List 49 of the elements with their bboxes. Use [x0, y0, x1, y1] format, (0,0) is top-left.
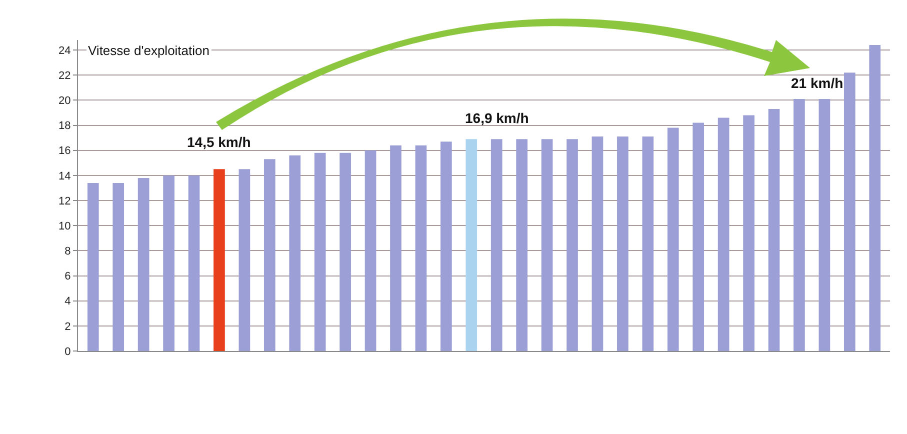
y-tick-label: 24: [58, 44, 71, 57]
y-tick-label: 0: [64, 346, 71, 358]
bar: [466, 139, 478, 351]
bar: [314, 152, 326, 351]
annotation: 21 km/h: [791, 75, 844, 91]
bar: [289, 155, 301, 351]
bar: [566, 139, 578, 351]
annotation: 16,9 km/h: [465, 110, 529, 126]
y-tick-label: 12: [58, 195, 71, 208]
bar: [794, 98, 805, 351]
y-tick-label: 22: [58, 70, 71, 82]
bar: [617, 136, 628, 351]
bar: [516, 139, 528, 351]
bar: [692, 122, 704, 351]
y-tick-label: 20: [58, 95, 71, 108]
y-tick-label: 16: [58, 145, 71, 158]
bar: [743, 115, 754, 351]
bar: [642, 136, 654, 351]
bar: [818, 98, 830, 351]
bar: [214, 169, 225, 351]
bar: [340, 152, 351, 351]
bar: [264, 159, 276, 351]
y-tick-label: 4: [64, 296, 71, 308]
bar: [188, 175, 200, 351]
bar: [138, 178, 150, 351]
bar: [415, 145, 427, 351]
annotation: Vitesse d'exploitation: [88, 43, 210, 58]
bar: [869, 45, 881, 351]
annotation: 14,5 km/h: [187, 134, 251, 150]
bar: [718, 118, 730, 351]
bar: [592, 136, 604, 351]
bar: [490, 139, 502, 351]
y-tick-label: 10: [58, 220, 71, 232]
bar: [768, 108, 780, 351]
bar: [541, 139, 553, 351]
bar: [87, 182, 99, 351]
bar: [364, 150, 376, 351]
bar: [440, 142, 452, 351]
y-tick-label: 18: [58, 120, 71, 132]
y-tick-label: 8: [64, 246, 71, 258]
bar: [667, 128, 679, 351]
bar: [163, 175, 174, 351]
bar: [390, 145, 402, 351]
bar: [844, 72, 856, 351]
y-tick-label: 14: [58, 170, 71, 182]
bar: [238, 169, 250, 351]
y-tick-label: 6: [64, 270, 71, 283]
y-tick-label: 2: [64, 320, 71, 333]
bar: [112, 182, 124, 351]
